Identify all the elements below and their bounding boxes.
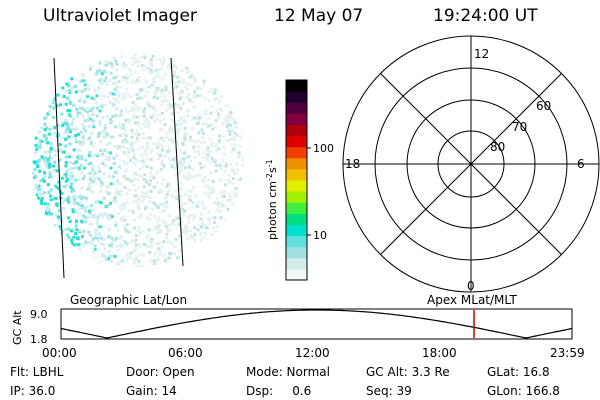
info-filter: Flt: LBHL	[10, 365, 64, 379]
colorbar-tick-100: 100	[313, 142, 334, 155]
info-ip: IP: 36.0	[10, 384, 55, 398]
colorbar-segment	[286, 224, 307, 237]
time-tick-2359: 23:59	[550, 346, 585, 360]
uv-image-geographic	[31, 53, 244, 279]
colorbar-segment	[286, 213, 307, 225]
polar-diagonal-2	[380, 73, 562, 255]
info-dsp: Dsp: 0.6	[246, 384, 311, 398]
time-tick-0000: 00:00	[42, 346, 77, 360]
info-gc-alt: GC Alt: 3.3 Re	[366, 365, 450, 379]
colorbar-segment	[286, 91, 307, 103]
mlt-label-18: 18	[345, 157, 360, 171]
time-tick-0600: 06:00	[168, 346, 203, 360]
colorbar-label: photon cm-2s-1	[265, 159, 279, 240]
colorbar-segment	[286, 268, 307, 281]
colorbar-segment	[286, 146, 307, 159]
info-seq: Seq: 39	[366, 384, 412, 398]
colorbar-segment	[286, 180, 307, 192]
date-label: 12 May 07	[274, 6, 364, 26]
altitude-tick-9: 9.0	[30, 308, 48, 321]
altitude-plot-frame	[60, 308, 573, 340]
mlat-label-80: 80	[490, 140, 505, 154]
colorbar-segment	[286, 135, 307, 148]
info-door: Door: Open	[126, 365, 195, 379]
colorbar-segment	[286, 102, 307, 114]
colorbar-segment	[286, 80, 307, 92]
polar-grid	[342, 35, 600, 293]
geographic-label: Geographic Lat/Lon	[70, 293, 187, 307]
altitude-plot: GC Alt 9.0 1.8 00:00 06:00 12:00 18:00 2…	[11, 308, 585, 360]
time-tick-1800: 18:00	[422, 346, 457, 360]
colorbar-segment	[286, 157, 307, 170]
colorbar-segment	[286, 246, 307, 259]
colorbar: 100 10 photon cm-2s-1	[265, 79, 334, 281]
colorbar-segment	[286, 202, 307, 214]
polar-labels: 12 18 6 0 60 70 80	[345, 47, 585, 293]
colorbar-segment	[286, 113, 307, 125]
longitude-line-right	[170, 57, 184, 267]
info-mode: Mode: Normal	[246, 365, 330, 379]
colorbar-segment	[286, 168, 307, 181]
mlt-label-12: 12	[474, 47, 489, 61]
altitude-ylabel: GC Alt	[11, 310, 24, 345]
info-glon: GLon: 166.8	[487, 384, 560, 398]
time-tick-1200: 12:00	[295, 346, 330, 360]
colorbar-segment	[286, 257, 307, 270]
mlt-label-6: 6	[577, 157, 585, 171]
info-glat: GLat: 16.8	[487, 365, 550, 379]
info-gain: Gain: 14	[126, 384, 177, 398]
time-label: 19:24:00 UT	[433, 6, 538, 26]
colorbar-frame	[285, 79, 308, 281]
apex-label: Apex MLat/MLT	[427, 293, 517, 307]
colorbar-segment	[286, 191, 307, 203]
instrument-title: Ultraviolet Imager	[43, 6, 197, 26]
mlat-label-60: 60	[536, 99, 551, 113]
info-panel: Flt: LBHL Door: Open Mode: Normal GC Alt…	[10, 365, 560, 398]
mlt-label-0: 0	[467, 279, 475, 293]
longitude-line-left	[53, 57, 65, 279]
altitude-curve	[60, 309, 573, 339]
mlat-label-70: 70	[512, 120, 527, 134]
colorbar-segment	[286, 124, 307, 137]
colorbar-tick-10: 10	[313, 229, 327, 242]
colorbar-segment	[286, 235, 307, 248]
altitude-tick-1-8: 1.8	[30, 333, 48, 346]
